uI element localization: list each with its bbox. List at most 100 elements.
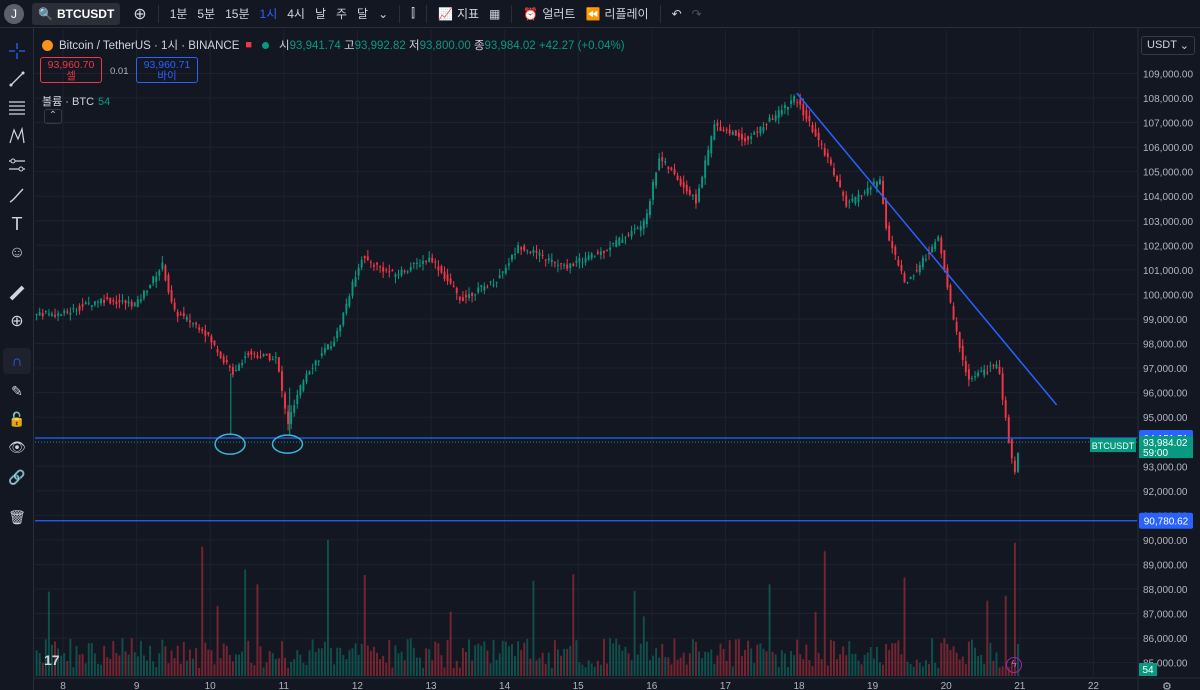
candle-body [964, 361, 967, 373]
pattern-tool[interactable] [3, 123, 31, 149]
undo-button[interactable]: ↶ [667, 3, 687, 25]
candle-body [603, 250, 605, 253]
volume-bar [495, 659, 498, 676]
volume-bar [790, 651, 792, 676]
candle-body [504, 267, 507, 274]
candle-body [747, 136, 750, 140]
add-symbol-button[interactable]: ⊕ [128, 3, 151, 25]
volume-bar [158, 653, 161, 676]
candle-body [207, 332, 210, 335]
volume-bar [983, 663, 986, 676]
volume-bar [452, 667, 455, 676]
symbol-search[interactable]: 🔍 BTCUSDT [32, 2, 121, 25]
volume-bar [682, 652, 685, 676]
lock-drawing-tool[interactable]: ✎ [3, 378, 31, 404]
projection-tool[interactable] [3, 152, 31, 178]
candle-body [943, 250, 946, 271]
toolbar-divider [426, 4, 427, 23]
interval-1h[interactable]: 1시 [259, 7, 278, 21]
redo-button[interactable]: ↷ [687, 3, 707, 25]
price-tick-label: 93,000.00 [1143, 462, 1188, 473]
volume-bar [287, 667, 290, 676]
magnet-tool[interactable]: ∩ [3, 348, 31, 374]
candle-body [103, 300, 106, 304]
layouts-button[interactable]: ▦ [484, 3, 505, 25]
sell-button[interactable]: 93,960.70 셀 [40, 57, 102, 83]
text-tool[interactable]: T [3, 211, 31, 237]
volume-bar [860, 664, 863, 676]
lock-all-tool[interactable]: 🔓 [3, 406, 31, 432]
buy-button[interactable]: 93,960.71 바이 [136, 57, 198, 83]
fib-tool[interactable] [3, 94, 31, 120]
collapse-legend-button[interactable]: ⌃ [44, 109, 62, 124]
volume-bar [679, 657, 682, 676]
volume-bar [879, 662, 881, 676]
interval-week[interactable]: 주 [336, 7, 348, 21]
chart-type-button[interactable]: ⫿ [406, 3, 420, 25]
interval-1m[interactable]: 1분 [169, 7, 188, 21]
replay-button[interactable]: ⏪ 리플레이 [580, 3, 653, 25]
trend-line-tool[interactable] [3, 66, 31, 92]
volume-bar [857, 660, 860, 676]
brush-tool[interactable] [3, 182, 31, 208]
top-toolbar: J 🔍 BTCUSDT ⊕ 1분 5분 15분 1시 4시 날 주 달 ⌄ ⫿ … [0, 0, 1200, 28]
volume-bar [863, 654, 866, 676]
volume-bar [271, 653, 274, 676]
interval-4h[interactable]: 4시 [287, 7, 305, 21]
zoom-tool[interactable]: ⊕ [3, 308, 31, 334]
candle-body [667, 166, 670, 169]
candle-body [320, 352, 323, 357]
volume-bar [906, 661, 909, 676]
volume-bar [609, 638, 612, 676]
crosshair-tool[interactable] [3, 38, 31, 64]
alert-button[interactable]: ⏰ 얼러트 [518, 3, 580, 25]
candle-body [790, 100, 792, 105]
volume-bar [317, 648, 320, 676]
candle-body [609, 247, 612, 251]
currency-select[interactable]: USDT ⌄ [1141, 36, 1195, 55]
lightning-icon[interactable]: ϟ [1006, 657, 1022, 673]
ruler-tool[interactable] [3, 280, 31, 306]
user-avatar[interactable]: J [4, 3, 24, 24]
candle-body [584, 257, 587, 263]
candle-body [225, 359, 228, 363]
volume-bar [661, 643, 664, 676]
candle-body [983, 369, 986, 376]
indicators-button[interactable]: 📈 지표 [433, 3, 484, 25]
candle-body [909, 276, 912, 280]
volume-bar [599, 664, 602, 676]
volume-bar [872, 658, 875, 676]
volume-bar [563, 648, 566, 676]
volume-bar [97, 663, 99, 676]
volume-bar [474, 645, 477, 676]
symbol-title: Bitcoin / TetherUS · 1시 · BINANCE [59, 40, 240, 52]
gear-icon[interactable]: ⚙ [1162, 681, 1172, 690]
candle-body [127, 301, 130, 304]
volume-bar [195, 648, 198, 676]
interval-day[interactable]: 날 [314, 7, 326, 21]
interval-month[interactable]: 달 [357, 7, 369, 21]
candle-body [483, 286, 486, 291]
volume-badge [1139, 663, 1157, 676]
candle-body [691, 195, 694, 197]
sync-drawings-tool[interactable]: 🔗 [3, 464, 31, 490]
hide-drawings-tool[interactable]: 👁 [3, 434, 31, 460]
volume-bar [244, 569, 247, 676]
emoji-tool[interactable]: ☺ [3, 240, 31, 266]
interval-dropdown[interactable]: ⌄ [373, 3, 393, 25]
volume-bar [719, 643, 722, 676]
volume-bar [465, 651, 467, 676]
tradingview-logo[interactable]: 17 [44, 652, 60, 668]
candle-body [741, 133, 743, 140]
volume-bar [397, 653, 400, 676]
candle-body [820, 143, 823, 145]
volume-bar [649, 660, 651, 676]
remove-drawings-tool[interactable]: 🗑 [3, 504, 31, 530]
candle-body [35, 313, 38, 315]
volume-bar [725, 661, 728, 676]
interval-15m[interactable]: 15분 [225, 7, 250, 21]
candle-body [345, 303, 348, 314]
interval-5m[interactable]: 5분 [197, 7, 216, 21]
volume-bar [415, 657, 418, 676]
